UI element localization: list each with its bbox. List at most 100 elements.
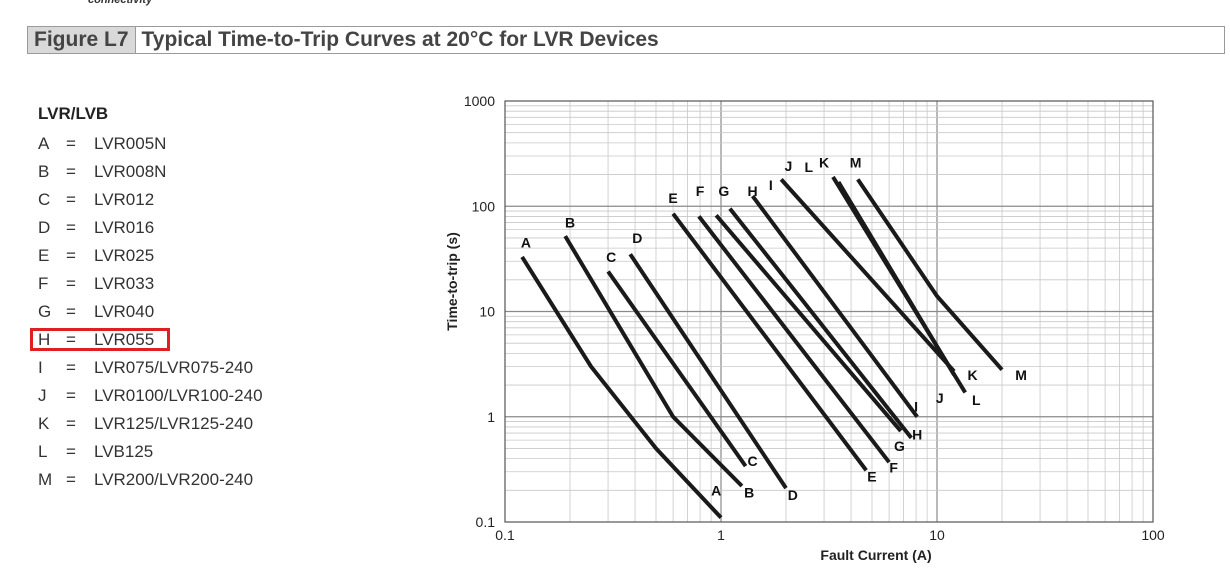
legend-equals: = [66, 134, 76, 153]
legend-key: K [38, 414, 50, 433]
curve-label-j: J [784, 158, 792, 174]
legend-equals: = [66, 274, 76, 293]
y-tick-label: 10 [479, 304, 495, 320]
legend-equals: = [66, 414, 76, 433]
legend-value: LVR008N [94, 162, 167, 181]
series-line-b [563, 235, 744, 488]
legend-item-l: L = LVB125 [38, 438, 263, 466]
curve-label-h: H [912, 426, 922, 442]
curve-label-j: J [936, 390, 944, 406]
y-tick-label: 1000 [464, 93, 495, 109]
curve-label-m: M [1015, 367, 1027, 383]
legend-value: LVR0100/LVR100-240 [94, 386, 263, 405]
legend-title: LVR/LVB [38, 104, 109, 123]
legend-item-j: J = LVR0100/LVR100-240 [38, 382, 263, 410]
curve-label-e: E [867, 469, 876, 485]
curve-label-l: L [972, 392, 981, 408]
x-tick-label: 1 [717, 527, 725, 543]
curve-label-a: A [521, 235, 531, 251]
y-tick-label: 0.1 [476, 514, 496, 530]
legend-key: E [38, 246, 50, 265]
figure-label: Figure L7 [28, 27, 136, 53]
curve-label-g: G [894, 438, 905, 454]
curve-label-i: I [769, 177, 773, 193]
legend-item-d: D = LVR016 [38, 214, 263, 242]
legend-equals: = [66, 470, 76, 489]
curve-label-f: F [696, 183, 705, 199]
legend-equals: = [66, 218, 76, 237]
brand-tagline: connectivity [88, 0, 153, 6]
legend-key: D [38, 218, 51, 237]
series-line-g [714, 213, 903, 433]
series-line-j [779, 178, 956, 373]
legend-key: L [38, 442, 48, 461]
legend-item-m: M = LVR200/LVR200-240 [38, 466, 263, 494]
legend-item-h: H = LVR055 [30, 326, 263, 354]
legend-value: LVR200/LVR200-240 [94, 470, 254, 489]
curve-label-d: D [788, 487, 798, 503]
curve-label-m: M [850, 155, 862, 171]
legend-item-k: K = LVR125/LVR125-240 [38, 410, 263, 438]
curve-label-b: B [565, 215, 575, 231]
curve-label-l: L [805, 159, 814, 175]
legend-item-c: C = LVR012 [38, 186, 263, 214]
series-line-l [831, 175, 967, 394]
legend-key: F [38, 274, 49, 293]
y-axis-label: Time-to-trip (s) [444, 232, 460, 331]
legend-equals: = [66, 190, 76, 209]
figure-title: Typical Time-to-Trip Curves at 20°C for … [141, 28, 659, 51]
y-tick-label: 100 [472, 198, 496, 214]
y-tick-label: 1 [487, 409, 495, 425]
curve-label-g: G [718, 183, 729, 199]
legend-value: LVB125 [94, 442, 154, 461]
legend-item-e: E = LVR025 [38, 242, 263, 270]
legend-value: LVR025 [94, 246, 155, 265]
legend-equals: = [66, 330, 76, 349]
highlight-box [30, 328, 170, 351]
curve-label-d: D [632, 230, 642, 246]
legend-value: LVR005N [94, 134, 167, 153]
x-tick-label: 100 [1141, 527, 1165, 543]
plot-frame [504, 100, 1154, 523]
legend-equals: = [66, 302, 76, 321]
legend-key: A [38, 134, 50, 153]
legend-value: LVR055 [94, 330, 155, 349]
series-line-f [697, 215, 891, 464]
legend-key: J [38, 386, 47, 405]
legend-value: LVR016 [94, 218, 155, 237]
legend-key: G [38, 302, 52, 321]
legend-equals: = [66, 162, 76, 181]
legend-item-f: F = LVR033 [38, 270, 263, 298]
curve-label-b: B [744, 485, 754, 501]
curve-label-k: K [967, 367, 977, 383]
figure-header: Figure L7 Typical Time-to-Trip Curves at… [27, 26, 1225, 54]
legend-item-i: I = LVR075/LVR075-240 [38, 354, 263, 382]
legend-list: A = LVR005N B = LVR008N C = LVR012 D = LVR016 E = LVR0… [30, 130, 263, 494]
legend-item-b: B = LVR008N [38, 158, 263, 186]
legend-key: I [38, 358, 43, 377]
legend-item-g: G = LVR040 [38, 298, 263, 326]
legend-equals: = [66, 358, 76, 377]
curve-label-a: A [711, 482, 721, 498]
legend-key: M [38, 470, 53, 489]
series-line-c [606, 270, 748, 468]
series-line-d [628, 253, 788, 490]
curve-label-k: K [819, 155, 829, 171]
series-line-i [750, 194, 919, 418]
legend-value: LVR125/LVR125-240 [94, 414, 254, 433]
series-line-m [856, 178, 1004, 372]
series-line-e [671, 212, 868, 472]
legend-value: LVR075/LVR075-240 [94, 358, 254, 377]
legend-key: H [38, 330, 51, 349]
legend-key: C [38, 190, 51, 209]
x-tick-label: 0.1 [495, 527, 515, 543]
legend-value: LVR033 [94, 274, 155, 293]
curve-label-f: F [889, 459, 898, 475]
series-line-h [728, 207, 913, 440]
legend-item-a: A = LVR005N [38, 130, 263, 158]
legend-value: LVR012 [94, 190, 155, 209]
curve-label-c: C [748, 453, 758, 469]
x-axis-label: Fault Current (A) [820, 547, 931, 563]
legend-equals: = [66, 442, 76, 461]
